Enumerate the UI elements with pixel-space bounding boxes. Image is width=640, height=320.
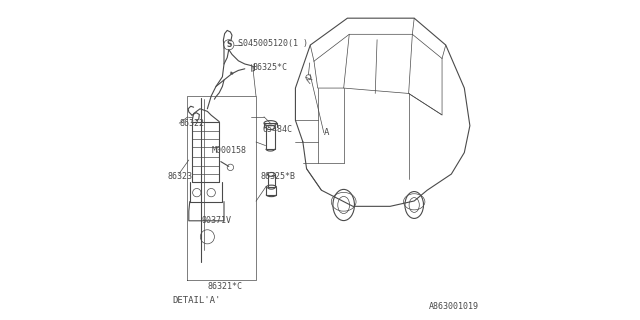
Text: S: S [226, 40, 232, 49]
Text: 86321*C: 86321*C [208, 282, 243, 291]
Text: 90371V: 90371V [202, 216, 232, 225]
Text: S045005120(1 ): S045005120(1 ) [239, 39, 308, 48]
Text: DETAIL'A': DETAIL'A' [173, 296, 221, 305]
Text: M000158: M000158 [211, 146, 246, 155]
Text: A: A [324, 128, 329, 137]
Text: 86323: 86323 [167, 172, 192, 180]
Text: 86322: 86322 [179, 119, 204, 128]
Text: 86325*B: 86325*B [261, 172, 296, 180]
Text: 65484C: 65484C [262, 125, 292, 134]
Text: A863001019: A863001019 [429, 302, 479, 311]
Text: 86325*C: 86325*C [253, 63, 288, 72]
